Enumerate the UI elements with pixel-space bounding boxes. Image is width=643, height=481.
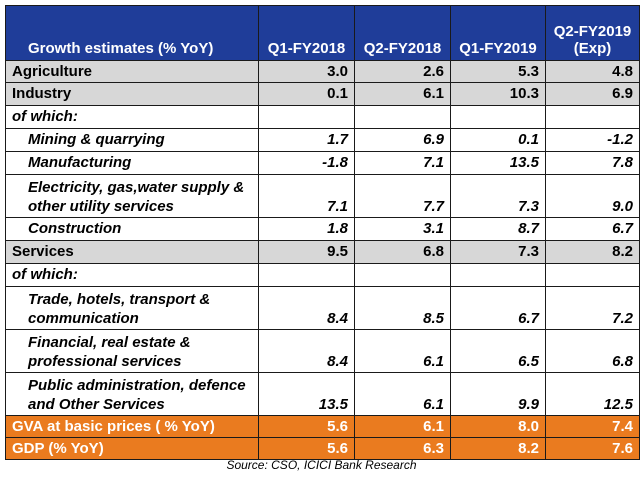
cell-value: 5.3 <box>450 60 546 83</box>
cell-value: 10.3 <box>450 82 546 106</box>
cell-value: 7.6 <box>545 437 640 460</box>
cell-value: 1.8 <box>258 217 355 241</box>
cell-value: 7.7 <box>354 174 451 218</box>
table-row: of which: <box>5 105 640 129</box>
cell-value: 8.0 <box>450 415 546 438</box>
cell-value: 7.1 <box>258 174 355 218</box>
cell-value: 8.5 <box>354 286 451 330</box>
table-row: Manufacturing -1.8 7.1 13.5 7.8 <box>5 151 640 175</box>
cell-value: 0.1 <box>450 128 546 152</box>
table-row: Agriculture 3.0 2.6 5.3 4.8 <box>5 60 640 83</box>
table-row: Electricity, gas,water supply & other ut… <box>5 174 640 218</box>
cell-value: -1.8 <box>258 151 355 175</box>
row-label: Public administration, defence and Other… <box>5 372 259 416</box>
table-row: Services 9.5 6.8 7.3 8.2 <box>5 240 640 264</box>
cell-value: 8.4 <box>258 329 355 373</box>
row-label: Financial, real estate & professional se… <box>5 329 259 373</box>
table-row: Trade, hotels, transport & communication… <box>5 286 640 330</box>
cell-value: 13.5 <box>450 151 546 175</box>
cell-value: 12.5 <box>545 372 640 416</box>
table-header-row: Growth estimates (% YoY) Q1-FY2018 Q2-FY… <box>5 5 640 61</box>
cell-value: 6.1 <box>354 372 451 416</box>
cell-value: 4.8 <box>545 60 640 83</box>
row-label: GVA at basic prices ( % YoY) <box>5 415 259 438</box>
table-row: Mining & quarrying 1.7 6.9 0.1 -1.2 <box>5 128 640 152</box>
cell-value: 8.7 <box>450 217 546 241</box>
cell-value <box>354 105 451 129</box>
row-label: Services <box>5 240 259 264</box>
cell-value: 2.6 <box>354 60 451 83</box>
column-header: Q2-FY2019 (Exp) <box>545 5 640 61</box>
column-header: Q1-FY2018 <box>258 5 355 61</box>
cell-value: 8.2 <box>450 437 546 460</box>
cell-value: 5.6 <box>258 437 355 460</box>
table-row: Financial, real estate & professional se… <box>5 329 640 373</box>
cell-value: 7.1 <box>354 151 451 175</box>
cell-value: 0.1 <box>258 82 355 106</box>
cell-value: 7.3 <box>450 240 546 264</box>
row-label: of which: <box>5 263 259 287</box>
row-label: Manufacturing <box>5 151 259 175</box>
table-row: GVA at basic prices ( % YoY) 5.6 6.1 8.0… <box>5 415 640 438</box>
cell-value: 6.9 <box>354 128 451 152</box>
column-header: Q1-FY2019 <box>450 5 546 61</box>
cell-value: 6.7 <box>450 286 546 330</box>
cell-value: 9.5 <box>258 240 355 264</box>
column-header: Q2-FY2018 <box>354 5 451 61</box>
cell-value: -1.2 <box>545 128 640 152</box>
cell-value: 6.5 <box>450 329 546 373</box>
cell-value <box>545 263 640 287</box>
table-row: GDP (% YoY) 5.6 6.3 8.2 7.6 <box>5 437 640 460</box>
cell-value: 1.7 <box>258 128 355 152</box>
table-row: Construction 1.8 3.1 8.7 6.7 <box>5 217 640 241</box>
row-label: Trade, hotels, transport & communication <box>5 286 259 330</box>
row-label: Construction <box>5 217 259 241</box>
cell-value <box>354 263 451 287</box>
cell-value: 9.0 <box>545 174 640 218</box>
row-label: Mining & quarrying <box>5 128 259 152</box>
cell-value: 6.1 <box>354 82 451 106</box>
cell-value: 6.8 <box>545 329 640 373</box>
cell-value <box>258 105 355 129</box>
cell-value: 3.0 <box>258 60 355 83</box>
cell-value: 13.5 <box>258 372 355 416</box>
cell-value: 8.4 <box>258 286 355 330</box>
row-label: GDP (% YoY) <box>5 437 259 460</box>
cell-value: 6.8 <box>354 240 451 264</box>
cell-value: 7.3 <box>450 174 546 218</box>
header-label: Growth estimates (% YoY) <box>5 5 259 61</box>
table-row: Public administration, defence and Other… <box>5 372 640 416</box>
cell-value: 6.3 <box>354 437 451 460</box>
source-note: Source: CSO, ICICI Bank Research <box>226 458 417 472</box>
growth-estimates-table: Growth estimates (% YoY) Q1-FY2018 Q2-FY… <box>5 5 640 460</box>
row-label: Electricity, gas,water supply & other ut… <box>5 174 259 218</box>
cell-value: 5.6 <box>258 415 355 438</box>
cell-value: 9.9 <box>450 372 546 416</box>
cell-value: 7.8 <box>545 151 640 175</box>
cell-value <box>450 105 546 129</box>
cell-value <box>258 263 355 287</box>
cell-value: 6.1 <box>354 329 451 373</box>
cell-value <box>450 263 546 287</box>
cell-value <box>545 105 640 129</box>
cell-value: 8.2 <box>545 240 640 264</box>
cell-value: 7.4 <box>545 415 640 438</box>
row-label: Agriculture <box>5 60 259 83</box>
row-label: of which: <box>5 105 259 129</box>
cell-value: 7.2 <box>545 286 640 330</box>
cell-value: 6.9 <box>545 82 640 106</box>
table-row: of which: <box>5 263 640 287</box>
cell-value: 6.7 <box>545 217 640 241</box>
cell-value: 6.1 <box>354 415 451 438</box>
row-label: Industry <box>5 82 259 106</box>
cell-value: 3.1 <box>354 217 451 241</box>
table-row: Industry 0.1 6.1 10.3 6.9 <box>5 82 640 106</box>
